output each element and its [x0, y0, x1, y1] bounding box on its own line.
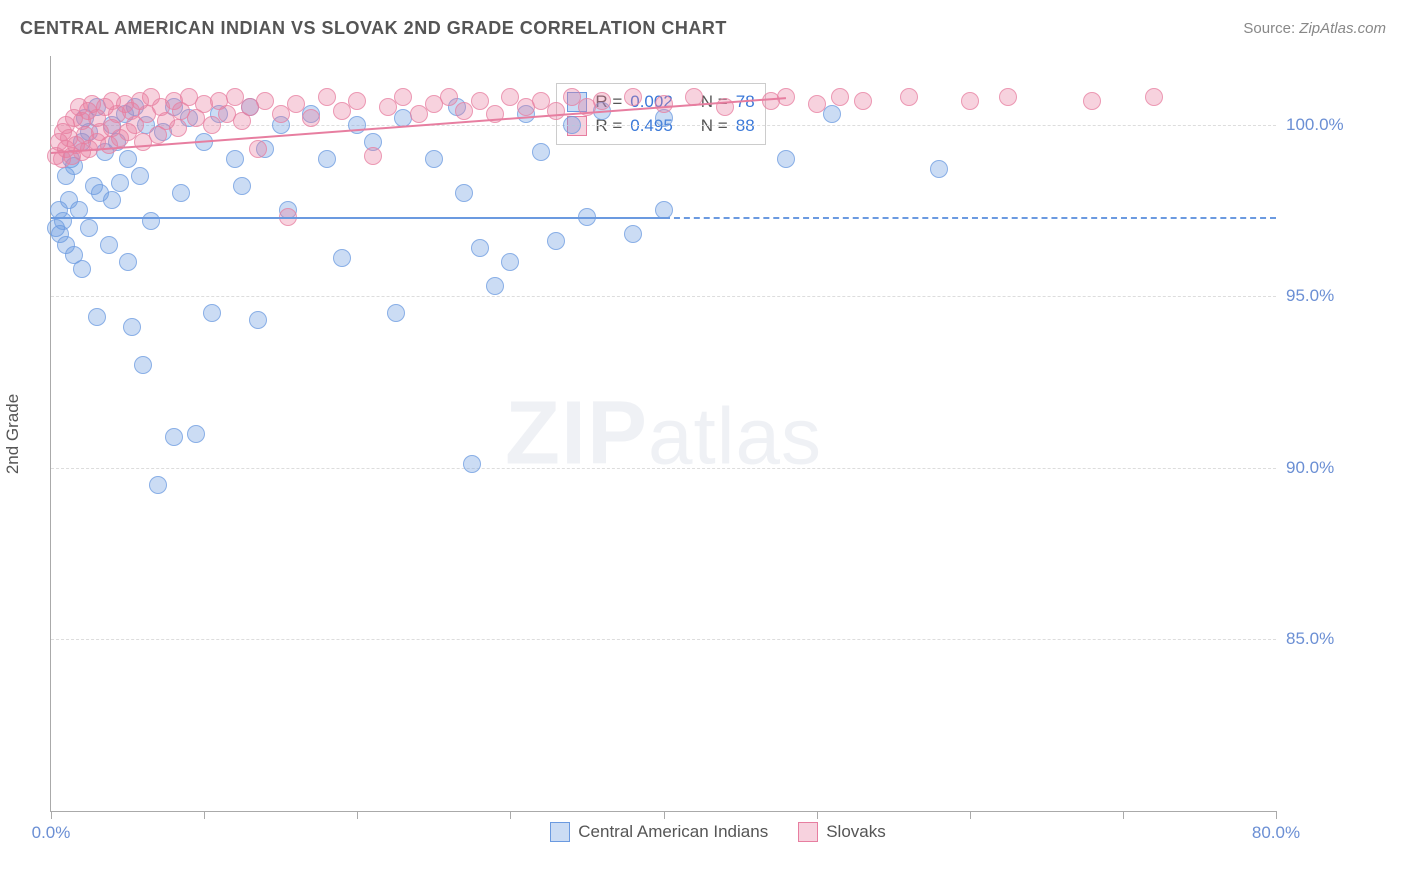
legend-label: Slovaks [826, 822, 886, 842]
gridline-h [51, 296, 1276, 297]
plot-area: 2nd Grade ZIPatlas R =0.002N =78R =0.495… [50, 56, 1276, 812]
data-point [348, 92, 366, 110]
data-point [364, 147, 382, 165]
data-point [302, 109, 320, 127]
data-point [149, 476, 167, 494]
source-value: ZipAtlas.com [1299, 20, 1386, 37]
data-point [226, 150, 244, 168]
y-axis-title: 2nd Grade [3, 393, 23, 473]
data-point [486, 277, 504, 295]
data-point [440, 88, 458, 106]
data-point [100, 236, 118, 254]
data-point [547, 232, 565, 250]
data-point [655, 95, 673, 113]
legend-n-label: N = [701, 116, 728, 136]
data-point [142, 212, 160, 230]
legend-item: Central American Indians [550, 822, 768, 842]
data-point [471, 92, 489, 110]
data-point [463, 455, 481, 473]
data-point [831, 88, 849, 106]
chart-header: CENTRAL AMERICAN INDIAN VS SLOVAK 2ND GR… [0, 0, 1406, 47]
data-point [961, 92, 979, 110]
gridline-h [51, 468, 1276, 469]
data-point [111, 174, 129, 192]
data-point [593, 92, 611, 110]
trend-line [51, 217, 664, 219]
x-tick [970, 811, 971, 819]
legend-n-value: 88 [736, 116, 755, 136]
data-point [501, 253, 519, 271]
data-point [80, 219, 98, 237]
data-point [119, 150, 137, 168]
data-point [287, 95, 305, 113]
data-point [624, 88, 642, 106]
data-point [318, 88, 336, 106]
x-tick [510, 811, 511, 819]
x-tick [204, 811, 205, 819]
data-point [854, 92, 872, 110]
data-point [119, 253, 137, 271]
data-point [131, 167, 149, 185]
data-point [233, 177, 251, 195]
trend-line-extension [664, 217, 1277, 219]
data-point [387, 304, 405, 322]
data-point [1145, 88, 1163, 106]
data-point [134, 356, 152, 374]
data-point [333, 249, 351, 267]
data-point [1083, 92, 1101, 110]
gridline-h [51, 639, 1276, 640]
data-point [103, 191, 121, 209]
data-point [123, 318, 141, 336]
y-tick-label: 90.0% [1286, 458, 1376, 478]
data-point [900, 88, 918, 106]
data-point [203, 304, 221, 322]
data-point [471, 239, 489, 257]
legend-swatch [798, 822, 818, 842]
data-point [172, 184, 190, 202]
data-point [547, 102, 565, 120]
y-tick-label: 100.0% [1286, 115, 1376, 135]
data-point [256, 92, 274, 110]
data-point [425, 150, 443, 168]
x-tick [1276, 811, 1277, 819]
data-point [249, 140, 267, 158]
data-point [318, 150, 336, 168]
bottom-legend: Central American Indians Slovaks [50, 822, 1386, 842]
data-point [624, 225, 642, 243]
watermark-light: atlas [648, 391, 822, 480]
x-tick [357, 811, 358, 819]
data-point [165, 428, 183, 446]
data-point [249, 311, 267, 329]
legend-label: Central American Indians [578, 822, 768, 842]
data-point [455, 184, 473, 202]
data-point [532, 143, 550, 161]
data-point [187, 425, 205, 443]
x-tick [1123, 811, 1124, 819]
data-point [777, 150, 795, 168]
x-tick [51, 811, 52, 819]
data-point [169, 119, 187, 137]
chart-source: Source: ZipAtlas.com [1243, 20, 1386, 37]
data-point [823, 105, 841, 123]
x-tick [664, 811, 665, 819]
data-point [73, 260, 91, 278]
y-tick-label: 85.0% [1286, 629, 1376, 649]
legend-item: Slovaks [798, 822, 886, 842]
source-label: Source: [1243, 20, 1295, 37]
legend-swatch [550, 822, 570, 842]
data-point [394, 88, 412, 106]
data-point [930, 160, 948, 178]
chart-title: CENTRAL AMERICAN INDIAN VS SLOVAK 2ND GR… [20, 18, 727, 39]
data-point [563, 116, 581, 134]
x-tick [817, 811, 818, 819]
chart-wrap: 2nd Grade ZIPatlas R =0.002N =78R =0.495… [50, 56, 1386, 848]
data-point [88, 308, 106, 326]
data-point [999, 88, 1017, 106]
y-tick-label: 95.0% [1286, 286, 1376, 306]
data-point [808, 95, 826, 113]
watermark: ZIPatlas [505, 382, 822, 485]
